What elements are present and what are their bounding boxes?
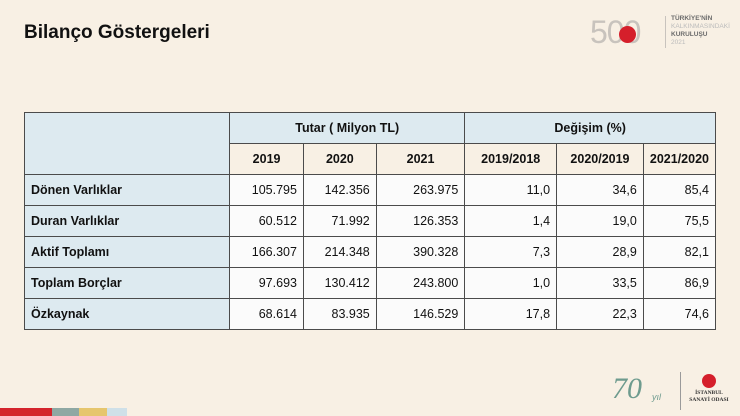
- group-header-amount: Tutar ( Milyon TL): [229, 112, 466, 144]
- change-cell: 82,1: [642, 236, 717, 268]
- value-cell: 68.614: [229, 298, 304, 330]
- change-cell: 7,3: [464, 236, 558, 268]
- table-row: Özkaynak 68.614 83.935 146.529 17,8 22,3…: [23, 298, 717, 330]
- row-label: Toplam Borçlar: [23, 267, 231, 299]
- value-cell: 243.800: [375, 267, 466, 299]
- value-cell: 60.512: [229, 205, 304, 237]
- table-group-header-row: Tutar ( Milyon TL) Değişim (%): [23, 112, 716, 175]
- value-cell: 71.992: [302, 205, 377, 237]
- change-cell: 28,9: [556, 236, 644, 268]
- decor-stripe-blue: [107, 408, 127, 416]
- value-cell: 97.693: [229, 267, 304, 299]
- table-row: Duran Varlıklar 60.512 71.992 126.353 1,…: [23, 205, 717, 237]
- col-header-period: 2019/2018: [464, 143, 558, 175]
- change-cell: 19,0: [556, 205, 644, 237]
- decor-stripe-red: [0, 408, 52, 416]
- row-label: Aktif Toplamı: [23, 236, 231, 268]
- decor-stripe-grey: [52, 408, 79, 416]
- change-cell: 75,5: [642, 205, 717, 237]
- change-cell: 85,4: [642, 174, 717, 206]
- iso-badge-icon: [619, 26, 636, 43]
- logo-divider: [665, 16, 666, 48]
- change-cell: 1,0: [464, 267, 558, 299]
- logo-text: TÜRKİYE'NİN KALKINMASINDAKİ KURULUŞU 202…: [671, 15, 730, 47]
- col-header-year: 2020: [302, 143, 377, 175]
- change-cell: 22,3: [556, 298, 644, 330]
- value-cell: 166.307: [229, 236, 304, 268]
- change-cell: 34,6: [556, 174, 644, 206]
- anniversary-number: 70: [612, 372, 642, 405]
- col-header-period: 2020/2019: [556, 143, 644, 175]
- iso-emblem-icon: [702, 374, 716, 388]
- row-label: Dönen Varlıklar: [23, 174, 231, 206]
- table-row: Aktif Toplamı 166.307 214.348 390.328 7,…: [23, 236, 717, 268]
- change-cell: 86,9: [642, 267, 717, 299]
- value-cell: 126.353: [375, 205, 466, 237]
- org-line1: İSTANBUL: [695, 390, 723, 396]
- footer-divider: [680, 372, 681, 410]
- row-label: Özkaynak: [23, 298, 231, 330]
- value-cell: 214.348: [302, 236, 377, 268]
- col-header-year: 2021: [375, 143, 466, 175]
- value-cell: 83.935: [302, 298, 377, 330]
- change-cell: 74,6: [642, 298, 717, 330]
- value-cell: 390.328: [375, 236, 466, 268]
- value-cell: 105.795: [229, 174, 304, 206]
- 70-years-logo: 70 yıl: [612, 372, 672, 408]
- balance-indicators-table: Tutar ( Milyon TL) Değişim (%) 2019 2020…: [23, 112, 717, 330]
- col-header-year: 2019: [229, 143, 304, 175]
- turkiye-500-logo: 500 TÜRKİYE'NİN KALKINMASINDAKİ KURULUŞU…: [590, 14, 730, 50]
- decor-stripe-yellow: [79, 408, 107, 416]
- change-cell: 11,0: [464, 174, 558, 206]
- change-cell: 33,5: [556, 267, 644, 299]
- table-row: Dönen Varlıklar 105.795 142.356 263.975 …: [23, 174, 717, 206]
- logo-year: 2021: [671, 39, 686, 46]
- col-header-period: 2021/2020: [642, 143, 717, 175]
- org-line2: SANAYİ ODASI: [689, 397, 729, 403]
- table-subheader-row: 2019 2020 2021 2019/2018 2020/2019 2021/…: [25, 143, 717, 175]
- value-cell: 263.975: [375, 174, 466, 206]
- change-cell: 17,8: [464, 298, 558, 330]
- row-label: Duran Varlıklar: [23, 205, 231, 237]
- value-cell: 130.412: [302, 267, 377, 299]
- value-cell: 146.529: [375, 298, 466, 330]
- corner-cell: [23, 112, 231, 175]
- group-header-change: Değişim (%): [464, 112, 716, 144]
- logo-line3: KURULUŞU: [671, 31, 708, 38]
- change-cell: 1,4: [464, 205, 558, 237]
- istanbul-sanayi-odasi-logo: İSTANBUL SANAYİ ODASI: [686, 372, 732, 412]
- anniversary-word: yıl: [652, 392, 661, 402]
- value-cell: 142.356: [302, 174, 377, 206]
- page-title: Bilanço Göstergeleri: [24, 22, 210, 43]
- logo-line1: TÜRKİYE'NİN: [671, 15, 713, 22]
- logo-line2: KALKINMASINDAKİ: [671, 23, 730, 30]
- table-row: Toplam Borçlar 97.693 130.412 243.800 1,…: [23, 267, 717, 299]
